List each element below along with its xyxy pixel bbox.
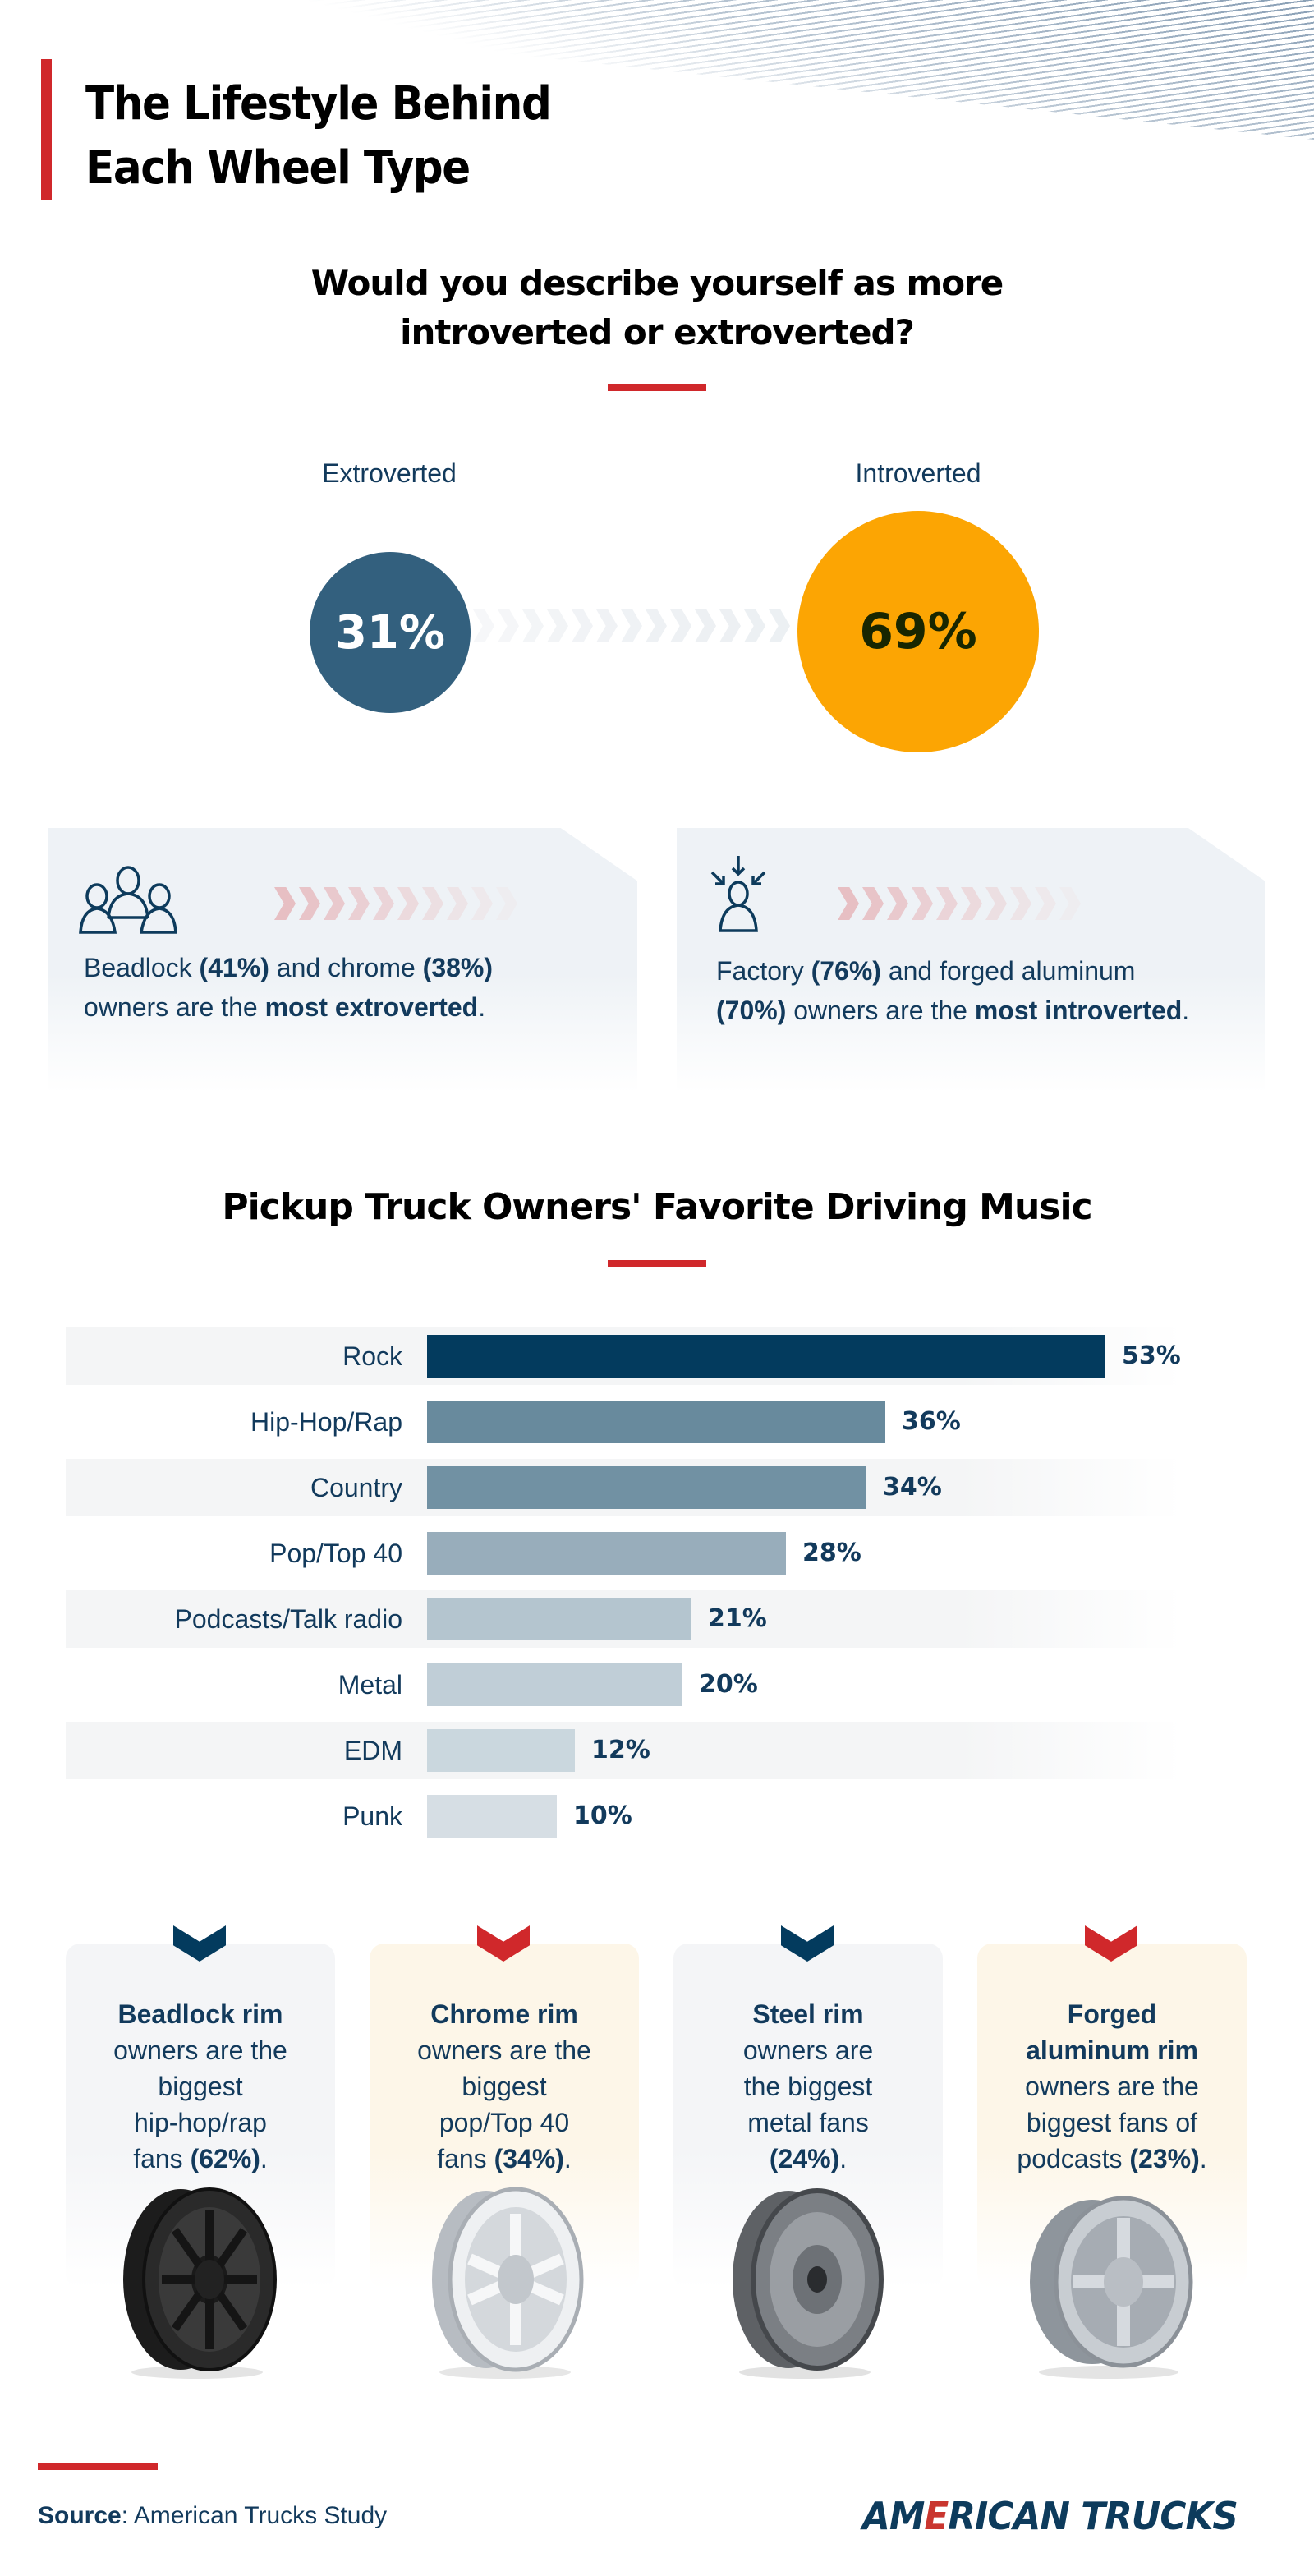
extroverted-value: 31% bbox=[334, 605, 446, 660]
bar-row-podcasts: Podcasts/Talk radio 21% bbox=[66, 1590, 1183, 1648]
chevron-connector bbox=[473, 610, 802, 642]
chrome-wheel-image bbox=[432, 2187, 584, 2379]
bar-label: Rock bbox=[342, 1341, 402, 1371]
bar-row-punk: Punk 10% bbox=[66, 1787, 1183, 1845]
pink-chevron-decoration bbox=[838, 887, 1081, 920]
bar-row-metal: Metal 20% bbox=[66, 1656, 1183, 1714]
page-title-line2: Each Wheel Type bbox=[85, 141, 471, 195]
bar-label: Hip-Hop/Rap bbox=[250, 1407, 402, 1437]
introverted-circle: 69% bbox=[797, 511, 1039, 752]
beadlock-wheel-image bbox=[123, 2187, 277, 2379]
introvert-person-icon bbox=[710, 856, 766, 932]
bar-row-country: Country 34% bbox=[66, 1459, 1183, 1516]
page-title-line1: The Lifestyle Behind bbox=[85, 77, 552, 131]
bar bbox=[427, 1663, 682, 1706]
bar-label: Punk bbox=[342, 1801, 402, 1831]
bar-value: 53% bbox=[1122, 1341, 1181, 1370]
section-divider bbox=[608, 1260, 706, 1267]
bar bbox=[427, 1729, 575, 1772]
extroverted-circle: 31% bbox=[310, 552, 471, 713]
bar-row-hiphop: Hip-Hop/Rap 36% bbox=[66, 1393, 1183, 1451]
bar bbox=[427, 1795, 557, 1838]
source-citation: Source: American Trucks Study bbox=[38, 2502, 388, 2529]
introverted-insight-card: Factory (76%) and forged aluminum (70%) … bbox=[677, 828, 1265, 1092]
bar bbox=[427, 1401, 885, 1443]
rim-text-beadlock: Beadlock rim owners are the biggest hip-hop… bbox=[113, 1999, 287, 2174]
music-chart-title: Pickup Truck Owners' Favorite Driving Mu… bbox=[222, 1186, 1092, 1228]
section-divider bbox=[608, 384, 706, 391]
introverted-insight-text: Factory (76%) and forged aluminum (70%) … bbox=[716, 956, 1190, 1025]
bar bbox=[427, 1598, 691, 1640]
forged-aluminum-wheel-image bbox=[1030, 2196, 1193, 2379]
bar-label: Pop/Top 40 bbox=[269, 1539, 402, 1568]
rim-text-forged-aluminum: Forged aluminum rim owners are the biggest … bbox=[1017, 1999, 1207, 2174]
pink-chevron-decoration bbox=[274, 887, 517, 920]
bar bbox=[427, 1335, 1105, 1378]
bar-value: 21% bbox=[708, 1604, 767, 1633]
bar bbox=[427, 1532, 786, 1575]
bar-label: Metal bbox=[338, 1670, 402, 1700]
bar-row-rock: Rock 53% bbox=[66, 1327, 1183, 1385]
american-trucks-logo: AMERICAN TRUCKS bbox=[862, 2494, 1238, 2538]
bar-value: 12% bbox=[591, 1736, 650, 1764]
bar bbox=[427, 1466, 866, 1509]
introverted-label: Introverted bbox=[855, 458, 981, 488]
group-people-icon bbox=[79, 866, 177, 934]
bar-value: 28% bbox=[802, 1539, 861, 1567]
bar-value: 10% bbox=[573, 1801, 632, 1830]
bar-value: 34% bbox=[883, 1473, 942, 1502]
bar-row-edm: EDM 12% bbox=[66, 1722, 1183, 1779]
bar-label: EDM bbox=[343, 1736, 402, 1765]
footer-divider bbox=[38, 2463, 158, 2470]
question-line1: Would you describe yourself as more bbox=[310, 263, 1004, 303]
page-title: The Lifestyle Behind Each Wheel Type bbox=[85, 72, 552, 200]
personality-question: Would you describe yourself as more intr… bbox=[0, 259, 1314, 357]
bar-value: 36% bbox=[902, 1407, 961, 1436]
extroverted-insight-card: Beadlock (41%) and chrome (38%) owners a… bbox=[48, 828, 637, 1092]
introverted-value: 69% bbox=[859, 603, 977, 660]
rim-text-steel: Steel rim owners are the biggest metal fans… bbox=[742, 1999, 874, 2174]
steel-wheel-image bbox=[733, 2188, 884, 2379]
rim-text-chrome: Chrome rim owners are the biggest pop/Top 4… bbox=[417, 1999, 591, 2174]
extroverted-insight-text: Beadlock (41%) and chrome (38%) owners a… bbox=[84, 953, 494, 1022]
bar-label: Country bbox=[310, 1473, 402, 1502]
extroverted-label: Extroverted bbox=[322, 458, 457, 488]
bar-label: Podcasts/Talk radio bbox=[174, 1604, 402, 1634]
bar-row-pop: Pop/Top 40 28% bbox=[66, 1525, 1183, 1582]
question-line2: introverted or extroverted? bbox=[400, 312, 915, 352]
title-accent-bar bbox=[41, 59, 52, 200]
bar-value: 20% bbox=[699, 1670, 758, 1699]
